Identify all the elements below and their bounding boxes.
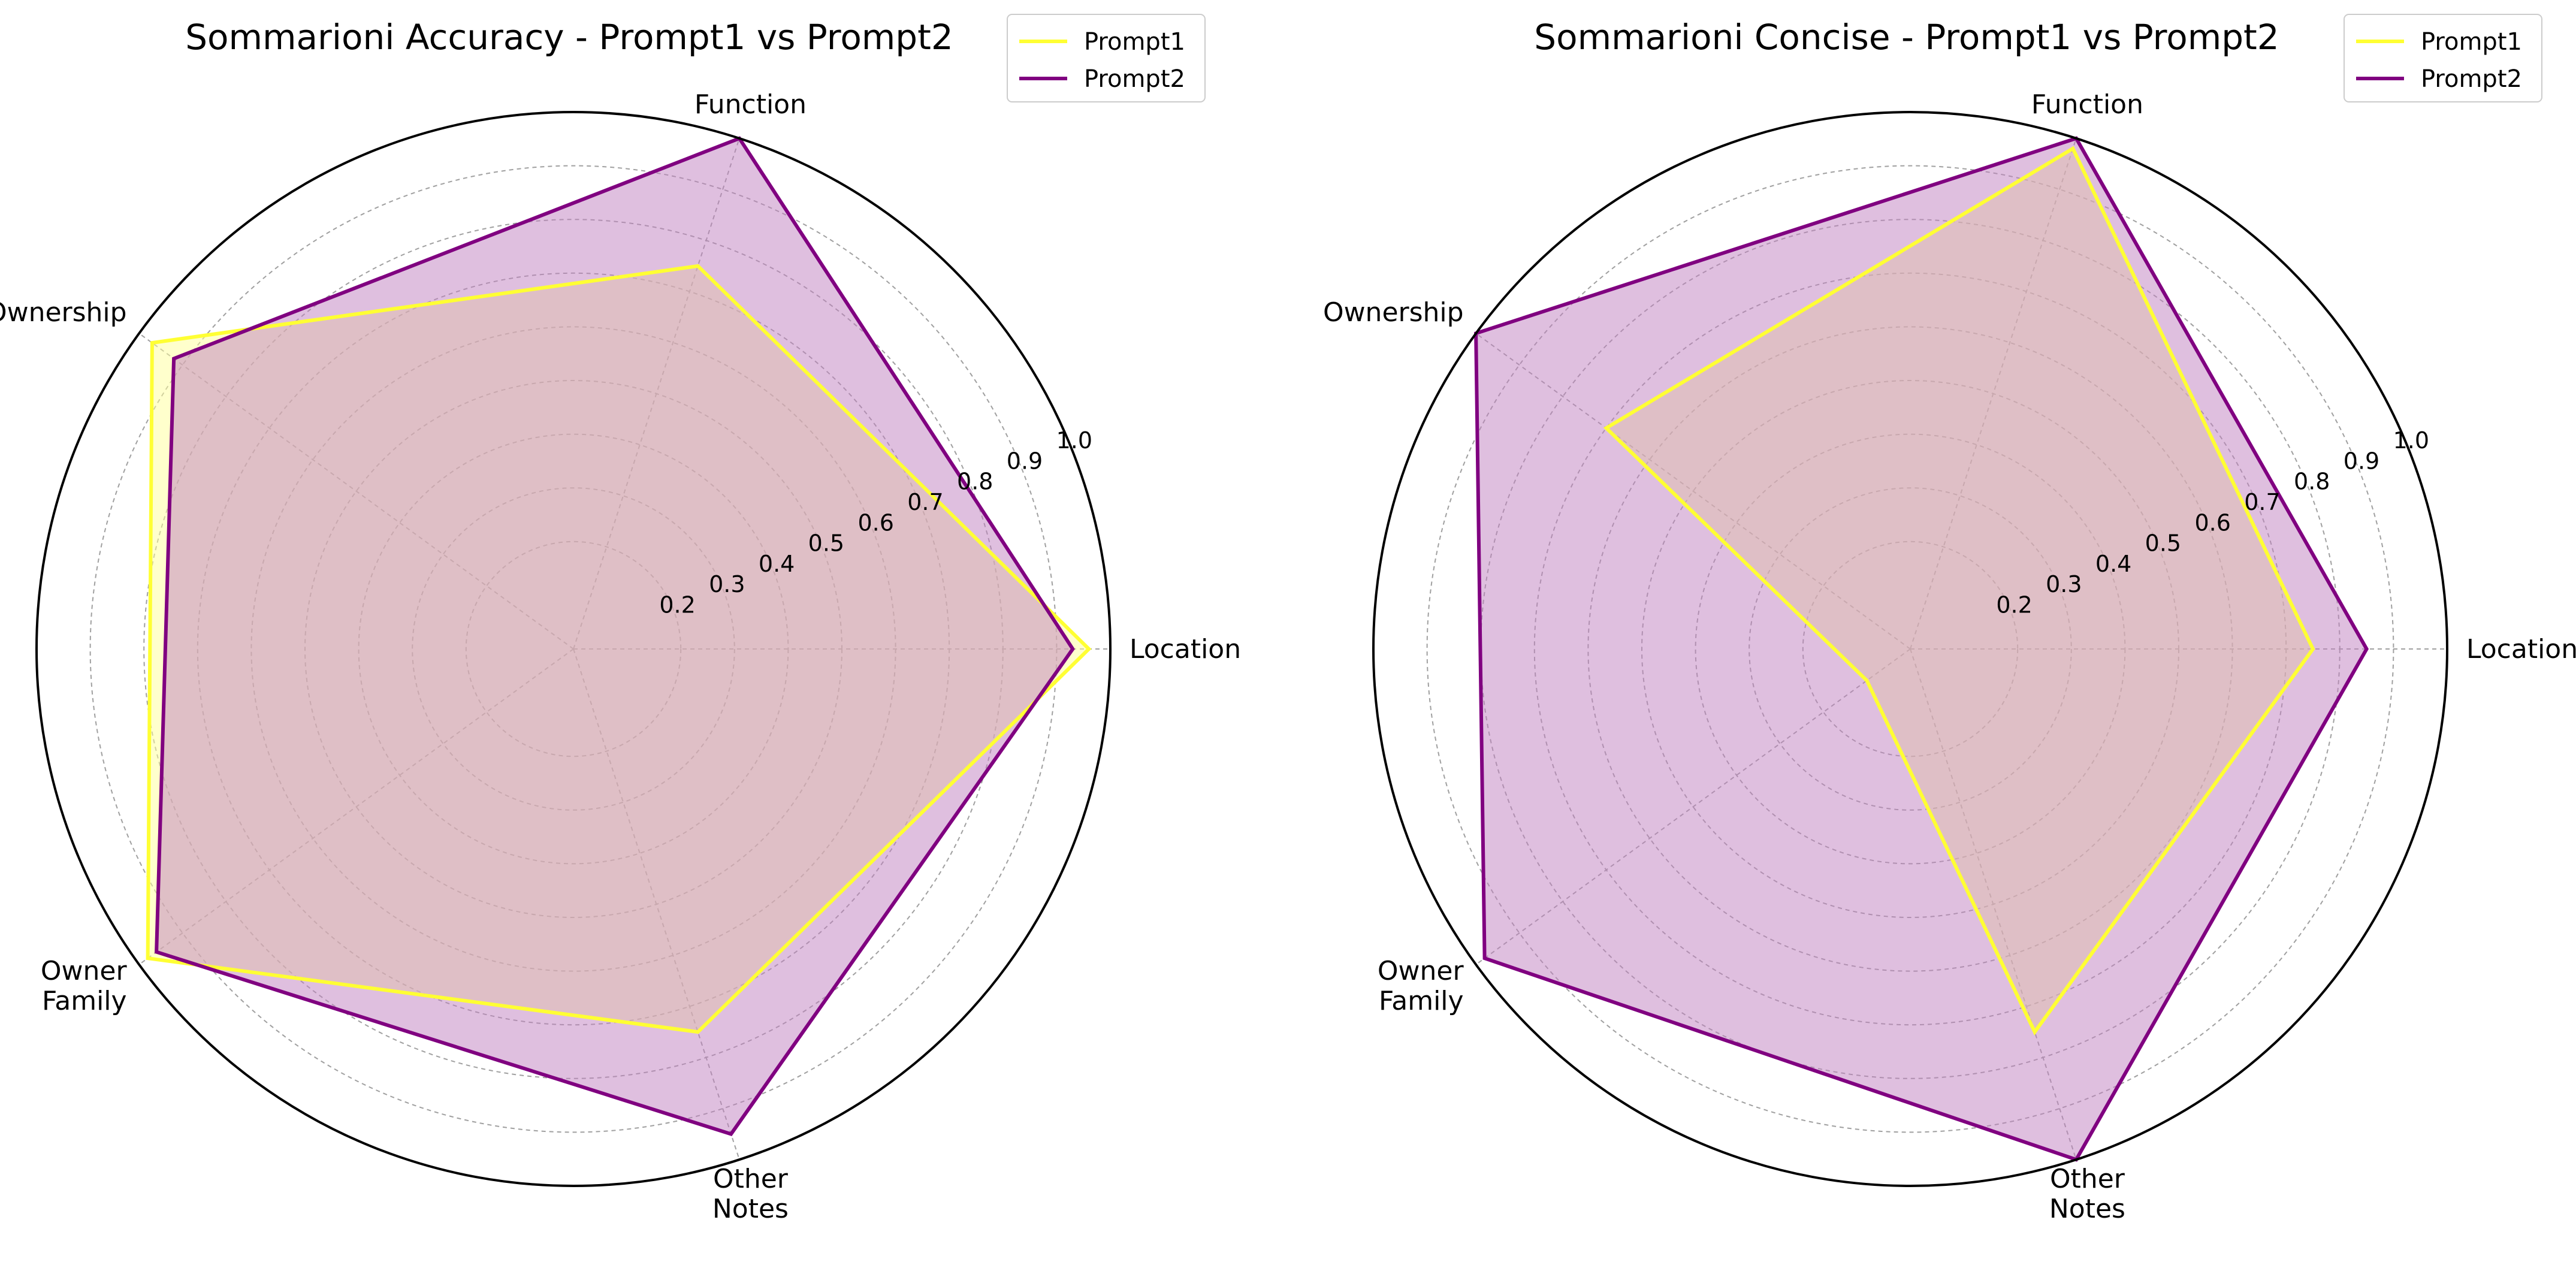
legend: Prompt1 Prompt2 — [2344, 14, 2542, 102]
r-tick-label: 0.7 — [2244, 489, 2280, 515]
r-tick-label: 1.0 — [1056, 427, 1092, 454]
r-tick-label: 0.5 — [808, 530, 844, 557]
accuracy-radar-panel: 0.2 0.3 0.4 0.5 0.6 0.7 0.8 0.9 1.0 Location Funct… — [0, 14, 1241, 1224]
series-area-prompt2 — [1476, 138, 2367, 1160]
legend: Prompt1 Prompt2 — [1007, 14, 1206, 102]
r-tick-label: 0.2 — [1996, 591, 2032, 618]
category-label-other-notes: Other Notes — [712, 1164, 789, 1224]
category-label-owner-family: Owner Family — [41, 956, 128, 1016]
series-line-prompt1 — [1603, 146, 2315, 1035]
series-area-prompt2 — [156, 138, 1073, 1134]
category-label-ownership: Ownership — [1323, 297, 1464, 328]
outer-ring — [1372, 111, 2448, 1187]
legend-label-prompt1: Prompt1 — [2421, 28, 2522, 56]
legend-label-prompt2: Prompt2 — [1084, 65, 1185, 93]
series-line-prompt2 — [155, 136, 1075, 1137]
chart-title: Sommarioni Accuracy - Prompt1 vs Prompt2 — [185, 17, 953, 58]
r-tick-label: 0.8 — [2294, 469, 2330, 495]
category-label-owner-family: Owner Family — [1378, 956, 1464, 1016]
series-line-prompt1 — [146, 264, 1092, 1034]
r-tick-label: 0.5 — [2145, 530, 2181, 557]
category-label-other-notes: Other Notes — [2049, 1164, 2125, 1224]
category-label-ownership: Ownership — [0, 297, 127, 328]
r-tick-label: 0.6 — [857, 509, 893, 536]
r-tick-label: 0.7 — [907, 489, 943, 515]
category-label-location: Location — [1130, 634, 1241, 665]
outer-ring — [35, 111, 1112, 1187]
r-tick-label: 0.9 — [1007, 448, 1043, 474]
r-tick-label: 0.9 — [2344, 448, 2379, 474]
r-tick-label: 0.6 — [2194, 509, 2230, 536]
r-tick-label: 0.4 — [2095, 551, 2131, 577]
category-label-function: Function — [2031, 89, 2143, 120]
grid-ring — [1426, 165, 2394, 1133]
category-label-location: Location — [2466, 634, 2576, 665]
chart-title: Sommarioni Concise - Prompt1 vs Prompt2 — [1534, 17, 2279, 58]
legend-label-prompt2: Prompt2 — [2421, 65, 2522, 93]
r-tick-label: 0.4 — [759, 551, 795, 577]
legend-label-prompt1: Prompt1 — [1084, 28, 1185, 56]
r-tick-label: 0.3 — [2046, 571, 2082, 597]
r-tick-label: 0.3 — [709, 571, 745, 597]
r-tick-label: 0.2 — [659, 591, 695, 618]
r-tick-label: 0.8 — [957, 469, 993, 495]
concise-radar-panel: 0.2 0.3 0.4 0.5 0.6 0.7 0.8 0.9 1.0 Location Funct… — [1323, 14, 2576, 1224]
r-tick-label: 1.0 — [2393, 427, 2429, 454]
category-label-function: Function — [694, 89, 807, 120]
series-line-prompt2 — [1474, 136, 2369, 1162]
